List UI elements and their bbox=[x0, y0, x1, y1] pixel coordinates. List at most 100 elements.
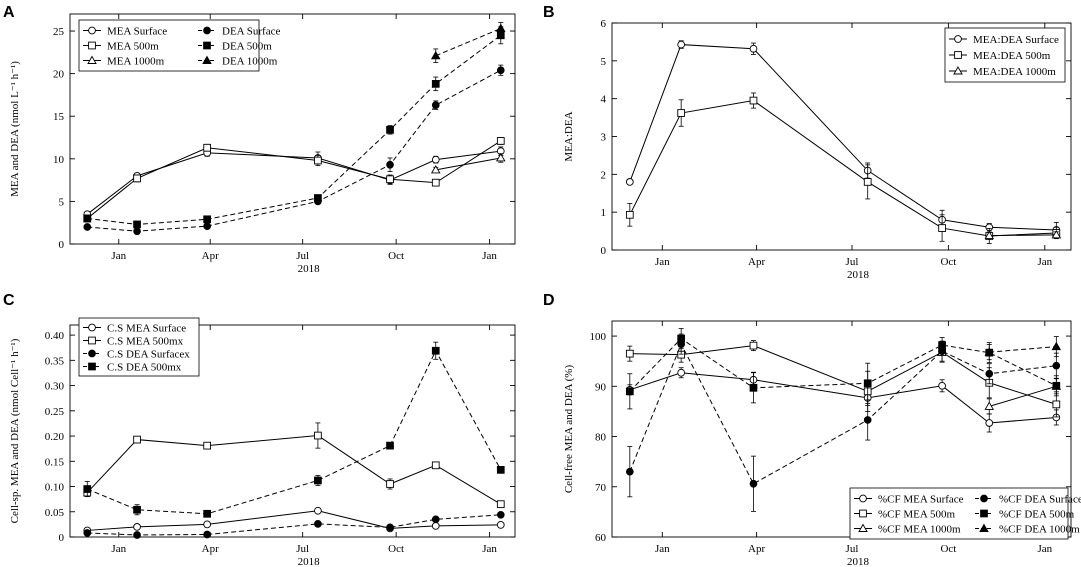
panel-c-data-point bbox=[431, 346, 440, 355]
panel-c-y-tick-label: 0.25 bbox=[45, 406, 65, 418]
panel-d-data-point bbox=[749, 341, 758, 350]
panel-a-data-point bbox=[314, 194, 322, 202]
panel-c-legend-label: C.S MEA 500mx bbox=[107, 336, 184, 348]
panel-c-data-point bbox=[496, 466, 505, 474]
panel-a-legend-label: DEA Surface bbox=[222, 26, 280, 38]
panel-a-data-point bbox=[314, 156, 322, 165]
panel-b-y-tick-label: 5 bbox=[601, 56, 607, 68]
panel-d-data-point bbox=[863, 379, 872, 388]
panel-d-data-point bbox=[1052, 400, 1061, 409]
panel-a-y-axis-title: MEA and DEA (nmol L⁻¹ h⁻¹) bbox=[9, 61, 21, 197]
panel-b-data-point bbox=[863, 178, 872, 186]
panel-d-legend-label: %CF MEA Surface bbox=[878, 494, 964, 506]
panel-d-series bbox=[984, 378, 1062, 415]
panel-b-x-tick-label: Apr bbox=[748, 256, 765, 268]
panel-d-legend-label: %CF DEA 1000m bbox=[999, 524, 1080, 536]
panel-a-x-tick-label: Apr bbox=[202, 250, 219, 262]
panel-c-legend-label: C.S MEA Surface bbox=[107, 323, 186, 335]
panel-d-x-tick-label: Jan bbox=[1037, 543, 1052, 555]
panel-d-letter: D bbox=[543, 292, 555, 309]
panel-a-legend-marker bbox=[202, 55, 212, 64]
panel-d-data-point bbox=[677, 368, 686, 377]
panel-d-series bbox=[984, 336, 1062, 361]
panel-d-y-tick-label: 100 bbox=[590, 331, 607, 343]
panel-c-data-point bbox=[203, 520, 212, 529]
panel-a-series bbox=[430, 22, 506, 63]
panel-b-data-point bbox=[625, 178, 634, 186]
panel-d-y-tick-label: 70 bbox=[595, 482, 607, 494]
panel-c-y-tick-label: 0.30 bbox=[45, 381, 65, 393]
panel-a-data-point bbox=[83, 223, 92, 231]
panel-b-series bbox=[625, 92, 1061, 244]
panel-c-data-point bbox=[431, 461, 440, 470]
panel-c-legend-label: C.S DEA Surfacex bbox=[107, 349, 190, 361]
panel-c-data-point bbox=[386, 523, 394, 532]
panel-a-series bbox=[83, 64, 505, 236]
panel-b-legend-label: MEA:DEA Surface bbox=[973, 34, 1059, 46]
panel-c-data-point bbox=[496, 510, 505, 519]
panel-b-data-point bbox=[1051, 229, 1062, 239]
panel-c-x-axis-title: 2018 bbox=[298, 556, 321, 567]
panel-a-legend-marker bbox=[203, 26, 211, 35]
panel-b-series-line bbox=[629, 100, 1057, 237]
panel-a-legend-marker bbox=[203, 41, 211, 50]
panel-d-data-point bbox=[625, 387, 634, 396]
panel-c-legend-marker bbox=[88, 336, 96, 345]
panel-a-series-line bbox=[435, 157, 501, 171]
panel-d: D 60 70 80 90 100 Jan Apr Jul Oct Jan 2018 Cell-fre… bbox=[543, 292, 1081, 567]
panel-d-legend-label: %CF MEA 500m bbox=[878, 509, 955, 521]
panel-c-data-point bbox=[203, 441, 212, 450]
panel-a-data-point bbox=[496, 23, 506, 32]
panel-c-y-tick-label: 0 bbox=[59, 532, 65, 544]
panel-d-series bbox=[625, 340, 1061, 418]
panel-b-series bbox=[984, 229, 1062, 240]
panel-c-x-tick-label: Apr bbox=[202, 543, 219, 555]
panel-d-series bbox=[625, 328, 1061, 410]
panel-b-y-tick-label: 3 bbox=[601, 132, 607, 144]
panel-d-legend-marker bbox=[979, 523, 989, 532]
panel-c-series bbox=[83, 341, 505, 518]
panel-a-data-point bbox=[430, 50, 441, 60]
panel-b-y-tick-label: 2 bbox=[601, 169, 607, 181]
panel-c-y-tick-label: 0.15 bbox=[45, 456, 65, 468]
panel-a-legend-marker bbox=[88, 26, 96, 35]
panel-a-data-point bbox=[203, 222, 212, 230]
panel-d-data-point bbox=[985, 419, 994, 427]
panel-c-x-tick-label: Jan bbox=[482, 543, 497, 555]
panel-a-legend-label: DEA 500m bbox=[222, 41, 272, 53]
panel-b-data-point bbox=[677, 40, 686, 49]
panel-a-letter: A bbox=[3, 4, 15, 21]
panel-d-data-point bbox=[938, 341, 946, 349]
panel-b-legend-marker bbox=[954, 35, 962, 43]
panel-d-legend-label: %CF DEA Surface bbox=[999, 494, 1081, 506]
panel-b-x-axis-title: 2018 bbox=[847, 269, 870, 281]
panel-a-plot-frame bbox=[69, 13, 516, 245]
panel-a-data-point bbox=[133, 227, 141, 236]
panel-b-legend-marker bbox=[953, 66, 963, 75]
panel-a-data-point bbox=[83, 214, 92, 223]
panel-d-legend-label: %CF MEA 1000m bbox=[878, 524, 961, 536]
panel-d-data-point bbox=[677, 334, 686, 343]
panel-c-data-point bbox=[431, 515, 440, 524]
panel-a-legend-box bbox=[78, 19, 260, 72]
panel-a-data-point bbox=[430, 164, 441, 174]
panel-a-data-point bbox=[386, 160, 394, 169]
panel-d-y-tick-label: 60 bbox=[595, 532, 607, 544]
panel-b-legend-label: MEA:DEA 500m bbox=[973, 50, 1051, 62]
panel-c-data-point bbox=[314, 520, 322, 528]
panel-c-y-tick-label: 0.20 bbox=[45, 431, 65, 443]
panel-d-legend-box bbox=[849, 487, 1069, 540]
panel-c-letter: C bbox=[3, 292, 15, 309]
panel-c-y-tick-label: 0.40 bbox=[45, 330, 65, 342]
panel-c-legend-label: C.S DEA 500mx bbox=[107, 362, 182, 374]
panel-a-y-tick-label: 10 bbox=[53, 154, 65, 166]
panel-c-data-point bbox=[203, 509, 212, 518]
panel-a-x-tick-label: Jan bbox=[111, 250, 126, 262]
panel-c-data-point bbox=[431, 522, 440, 530]
panel-c-data-point bbox=[133, 531, 141, 539]
panel-c-data-point bbox=[496, 500, 505, 509]
panel-b: B 0 1 2 3 4 5 6 Jan Apr Jul Oct Jan 2018 MEA:DEA MEA:D… bbox=[543, 4, 1072, 281]
panel-a-x-tick-label: Oct bbox=[388, 250, 404, 262]
panel-b-legend-marker bbox=[954, 51, 962, 59]
panel-d-legend: %CF MEA Surface %CF MEA 500m %CF MEA 1000m… bbox=[849, 487, 1081, 540]
